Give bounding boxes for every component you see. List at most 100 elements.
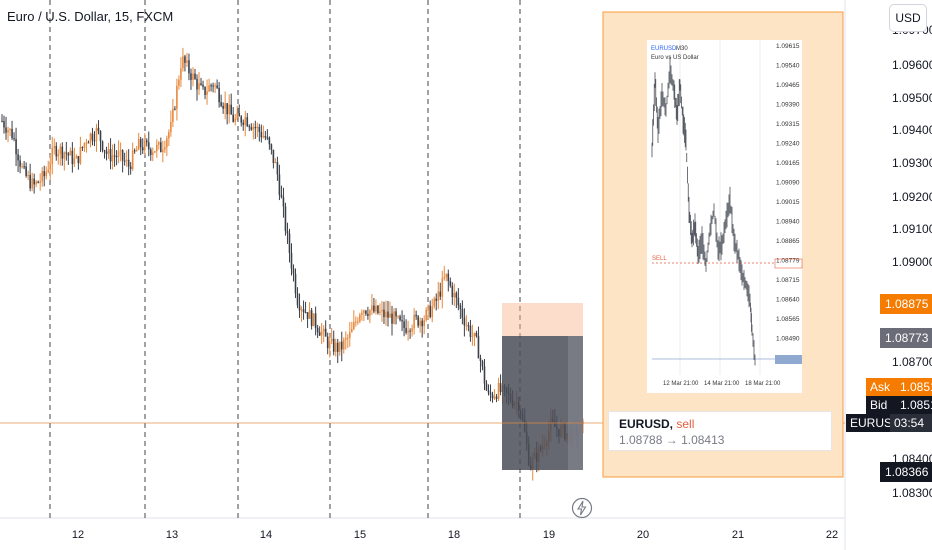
candle-body [361, 312, 363, 315]
inset-price-label: 1.08940 [776, 219, 800, 226]
candle-body [9, 128, 11, 131]
candle-body [101, 141, 104, 151]
candle-body [43, 171, 46, 177]
candle-body [224, 103, 226, 109]
currency-button[interactable]: USD [889, 4, 927, 32]
candle-body [61, 146, 64, 159]
candle-body [318, 332, 321, 336]
time-tick-label: 14 [260, 529, 272, 541]
candle-body [431, 306, 434, 318]
candle-body [192, 73, 194, 80]
candle-body [336, 342, 339, 352]
inset-price-label: 1.08490 [776, 336, 800, 343]
candle-body [351, 328, 353, 333]
candle-body [415, 314, 417, 317]
candle-body [99, 131, 102, 142]
candle-body [469, 325, 472, 337]
candle-body [481, 361, 484, 367]
candle-body [119, 150, 122, 152]
candle-body [365, 310, 367, 314]
candle-body [55, 146, 58, 157]
candle-body [214, 85, 216, 87]
candle-body [363, 310, 365, 313]
inset-price-label: 1.09240 [776, 141, 800, 148]
candle-body [17, 154, 19, 161]
inset-sell-label: SELL [652, 256, 667, 262]
bid-price-tag: Bid 1.08515 [866, 396, 932, 414]
price-tick-label: 1.09600 [892, 58, 932, 72]
candle-body [332, 338, 335, 352]
candle-body [212, 85, 214, 87]
price-tag-orange-label: 1.08875 [885, 297, 929, 311]
candle-body [340, 341, 343, 350]
candle-body [413, 314, 415, 329]
lightning-icon[interactable] [571, 497, 593, 519]
candle-body [81, 146, 84, 148]
price-tag-last-label: 1.08366 [885, 465, 929, 479]
candle-body [73, 158, 76, 165]
price-tick-label: 1.09400 [892, 123, 932, 137]
inset-price-label: 1.09165 [776, 160, 800, 167]
candle-body [272, 149, 275, 164]
candle-body [473, 332, 476, 337]
candle-body [59, 146, 62, 155]
candle-body [57, 154, 60, 157]
candle-body [186, 60, 188, 63]
candle-body [208, 85, 210, 92]
candle-body [115, 156, 118, 158]
inset-price-label: 1.09615 [776, 43, 800, 50]
candle-body [11, 128, 13, 139]
candle-body [280, 194, 283, 198]
candle-body [51, 147, 54, 165]
price-tag-last [880, 462, 932, 482]
symbol-countdown-tag: EURUSD 03:54 [846, 414, 932, 432]
candle-body [168, 132, 170, 139]
candle-body [304, 312, 307, 314]
candle-body [260, 132, 263, 138]
candle-body [409, 330, 411, 332]
candle-body [292, 268, 295, 274]
candle-body [236, 112, 239, 119]
candle-body [230, 104, 232, 115]
candle-body [451, 285, 454, 298]
candle-body [443, 277, 446, 279]
candle-body [158, 142, 160, 145]
candle-body [242, 122, 245, 125]
candle-body [338, 341, 341, 352]
candle-body [353, 322, 355, 329]
candle-body [264, 136, 267, 138]
price-tick-label: 1.09500 [892, 91, 932, 105]
candle-body [135, 149, 138, 152]
candle-body [97, 127, 100, 132]
candle-body [489, 392, 492, 395]
candle-body [387, 311, 389, 318]
candle-body [13, 138, 15, 140]
candle-body [407, 330, 409, 333]
candle-body [369, 310, 371, 316]
stop-loss-zone [502, 303, 583, 336]
candle-body [117, 151, 120, 157]
candle-body [445, 273, 448, 278]
candle-body [75, 156, 78, 159]
candle-body [288, 233, 291, 253]
candle-body [497, 383, 500, 399]
price-tick-label: 1.09100 [892, 222, 932, 236]
candle-body [250, 127, 253, 130]
candle-body [276, 162, 279, 175]
candle-body [483, 366, 486, 384]
candle-body [495, 396, 498, 399]
candle-body [298, 305, 301, 311]
ask-price-tag: Ask 1.08517 [866, 378, 932, 396]
candle-body [196, 78, 198, 90]
time-tick-label: 18 [448, 529, 460, 541]
candle-body [155, 144, 158, 152]
candle-body [328, 341, 331, 349]
candle-body [379, 311, 381, 314]
candle-body [373, 305, 375, 312]
candle-body [147, 142, 150, 150]
candle-body [296, 293, 299, 306]
bid-label: Bid [870, 398, 888, 412]
candle-body [162, 149, 164, 153]
candle-body [232, 114, 234, 122]
